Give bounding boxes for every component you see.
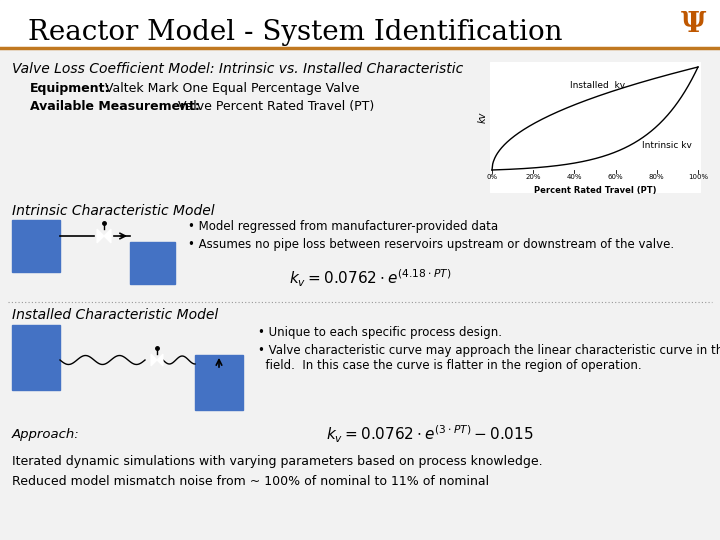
Text: Percent Rated Travel (PT): Percent Rated Travel (PT) [534,186,656,195]
Bar [12,325,60,390]
Text: Equipment:: Equipment: [30,82,110,95]
Bar [672,5,714,43]
Bar [130,242,175,284]
Text: Intrinsic kv: Intrinsic kv [642,141,692,150]
Text: Reactor Model - System Identification: Reactor Model - System Identification [28,18,562,45]
Text: 0%: 0% [487,174,498,180]
Text: Reduced model mismatch noise from ~ 100% of nominal to 11% of nominal: Reduced model mismatch noise from ~ 100%… [12,475,489,488]
Text: Installed  kv: Installed kv [570,81,626,90]
Text: Valve Percent Rated Travel (PT): Valve Percent Rated Travel (PT) [178,100,374,113]
Text: 20%: 20% [526,174,541,180]
Polygon shape [157,354,163,366]
Bar [12,220,60,272]
Text: Valtek Mark One Equal Percentage Valve: Valtek Mark One Equal Percentage Valve [105,82,359,95]
Text: Intrinsic Characteristic Model: Intrinsic Characteristic Model [12,204,215,218]
Text: Installed Characteristic Model: Installed Characteristic Model [12,308,218,322]
Text: $k_v =0.0762 \cdot e^{(4.18\cdot PT)}$: $k_v =0.0762 \cdot e^{(4.18\cdot PT)}$ [289,268,451,289]
Text: Ψ: Ψ [680,10,706,37]
Polygon shape [151,354,157,366]
Text: • Valve characteristic curve may approach the linear characteristic curve in the: • Valve characteristic curve may approac… [258,344,720,372]
Text: Approach:: Approach: [12,428,80,441]
Text: Valve Loss Coefficient Model: Intrinsic vs. Installed Characteristic: Valve Loss Coefficient Model: Intrinsic … [12,62,463,76]
Text: $k_v =0.0762 \cdot e^{(3\cdot PT)}-0.015$: $k_v =0.0762 \cdot e^{(3\cdot PT)}-0.015… [326,424,534,446]
Bar [195,355,243,410]
Bar [0,0,720,48]
Text: Available Measurement:: Available Measurement: [30,100,200,113]
Text: Iterated dynamic simulations with varying parameters based on process knowledge.: Iterated dynamic simulations with varyin… [12,455,543,468]
Text: 80%: 80% [649,174,665,180]
Text: • Assumes no pipe loss between reservoirs upstream or downstream of the valve.: • Assumes no pipe loss between reservoir… [188,238,674,251]
Polygon shape [104,229,111,243]
Text: 60%: 60% [608,174,624,180]
Text: 100%: 100% [688,174,708,180]
Polygon shape [97,229,104,243]
Text: 40%: 40% [567,174,582,180]
Text: • Model regressed from manufacturer-provided data: • Model regressed from manufacturer-prov… [188,220,498,233]
Text: • Unique to each specific process design.: • Unique to each specific process design… [258,326,502,339]
Bar [490,62,700,192]
Text: kv: kv [478,111,488,123]
